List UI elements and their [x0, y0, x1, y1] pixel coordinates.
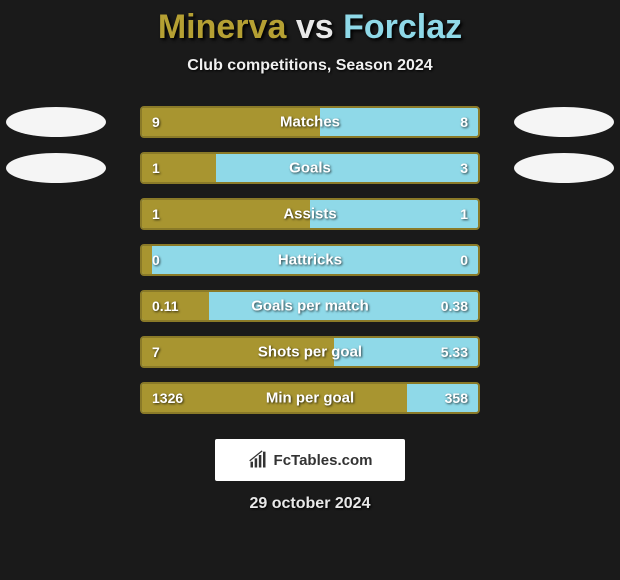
stat-right-value: 1: [460, 206, 468, 222]
stat-row: 0Hattricks0: [0, 237, 620, 283]
stat-bar-fill: [142, 108, 320, 136]
comparison-widget: Minerva vs Forclaz Club competitions, Se…: [0, 0, 620, 580]
stat-bar-fill: [142, 154, 216, 182]
chart-icon: [248, 450, 268, 470]
player2-badge: [514, 107, 614, 137]
stat-left-value: 0: [152, 252, 160, 268]
attribution-badge[interactable]: FcTables.com: [215, 439, 405, 481]
attribution-text: FcTables.com: [274, 452, 373, 469]
vs-text: vs: [296, 8, 334, 46]
stat-label: Hattricks: [142, 252, 478, 269]
stat-right-value: 0.38: [441, 298, 468, 314]
stat-bar: 0Hattricks0: [140, 244, 480, 276]
stat-row: 9Matches8: [0, 99, 620, 145]
stat-bar-fill: [142, 338, 334, 366]
player1-badge: [6, 107, 106, 137]
date-text: 29 october 2024: [0, 495, 620, 513]
stat-bar: 1Assists1: [140, 198, 480, 230]
stat-bar: 7Shots per goal5.33: [140, 336, 480, 368]
stat-row: 0.11Goals per match0.38: [0, 283, 620, 329]
player1-badge: [6, 153, 106, 183]
stat-bar-fill: [142, 384, 407, 412]
stat-bar-fill: [142, 246, 152, 274]
stat-bar: 9Matches8: [140, 106, 480, 138]
stat-right-value: 5.33: [441, 344, 468, 360]
player1-name: Minerva: [158, 8, 287, 46]
stat-bar: 0.11Goals per match0.38: [140, 290, 480, 322]
stat-right-value: 0: [460, 252, 468, 268]
stat-row: 1Goals3: [0, 145, 620, 191]
stat-right-value: 8: [460, 114, 468, 130]
player2-badge: [514, 153, 614, 183]
page-title: Minerva vs Forclaz: [0, 8, 620, 47]
stat-row: 7Shots per goal5.33: [0, 329, 620, 375]
stat-bar-fill: [142, 292, 209, 320]
stats-list: 9Matches8 1Goals3 1Assists1 0Hattricks0 0.11…: [0, 99, 620, 421]
player2-name: Forclaz: [343, 8, 462, 46]
stat-row: 1Assists1: [0, 191, 620, 237]
stat-row: 1326Min per goal358: [0, 375, 620, 421]
subtitle: Club competitions, Season 2024: [0, 57, 620, 75]
stat-bar: 1326Min per goal358: [140, 382, 480, 414]
stat-bar-fill: [142, 200, 310, 228]
stat-bar: 1Goals3: [140, 152, 480, 184]
stat-right-value: 3: [460, 160, 468, 176]
stat-right-value: 358: [445, 390, 468, 406]
